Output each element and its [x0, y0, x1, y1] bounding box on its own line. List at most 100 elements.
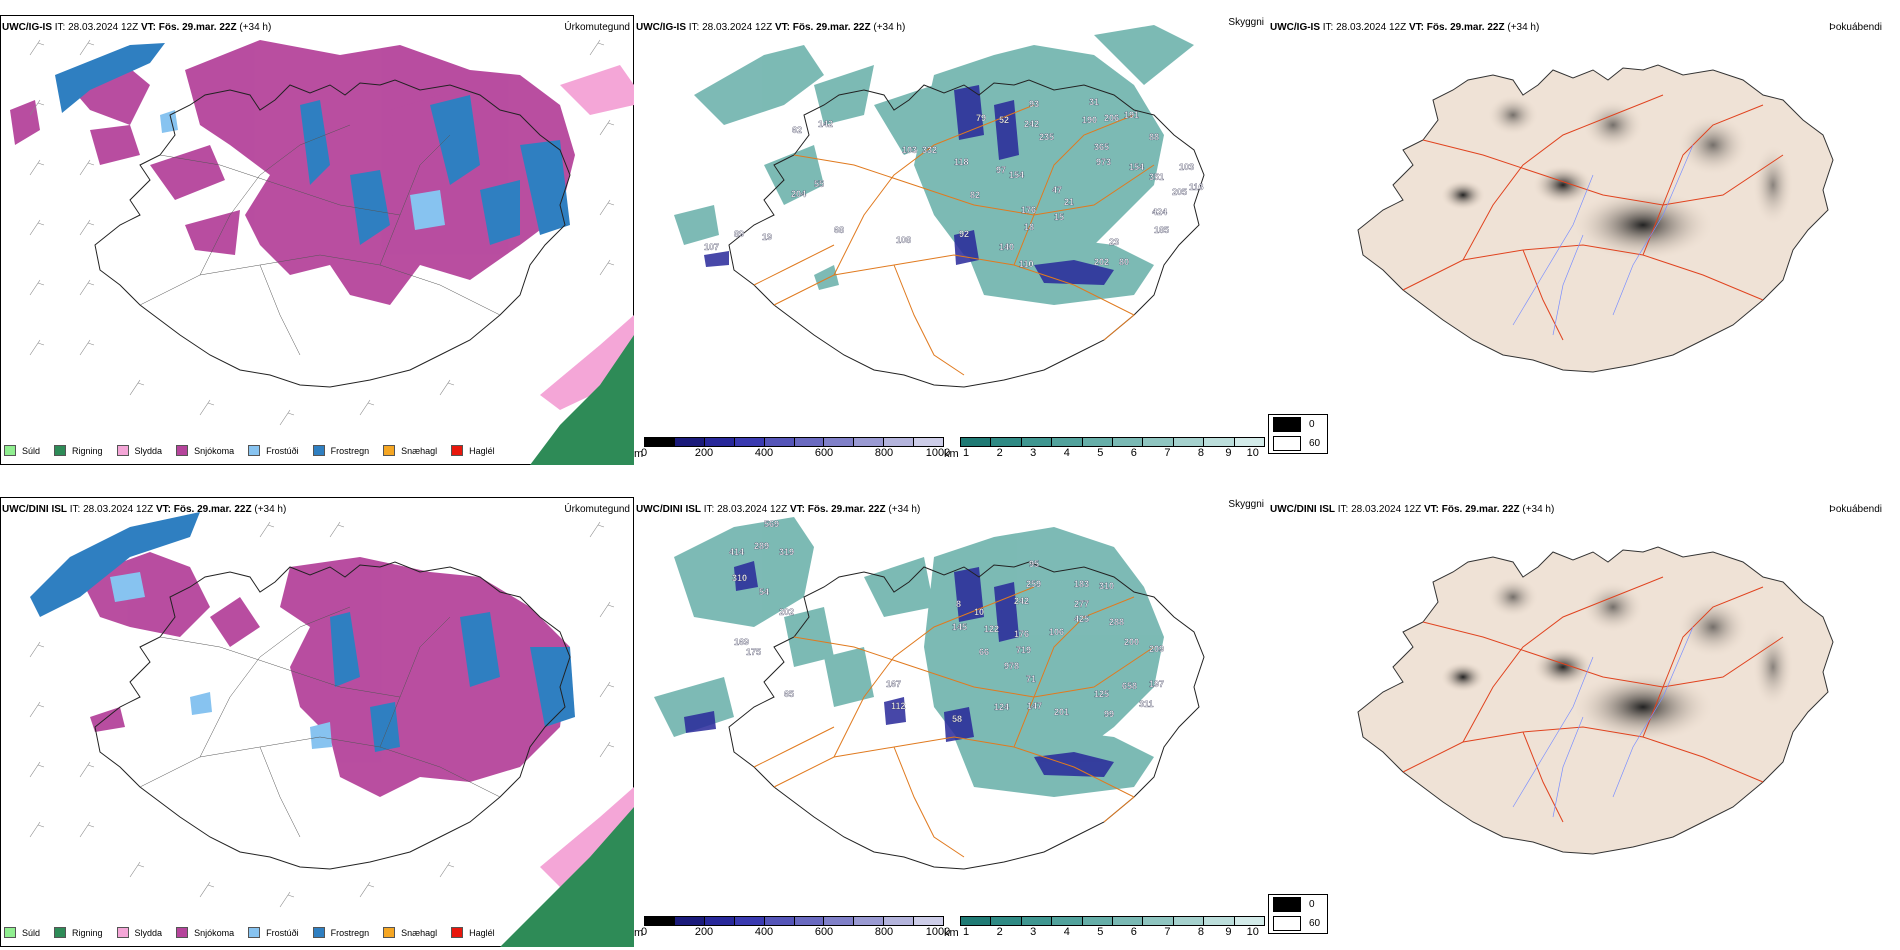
precip-panel-bottom: UWC/DINI ISL IT: 28.03.2024 12Z VT: Fös.… [0, 497, 634, 947]
vis-label: 52 [999, 115, 1009, 125]
precip-panel-top: UWC/IG-IS IT: 28.03.2024 12Z VT: Fös. 29… [0, 15, 634, 465]
vis-label: 319 [779, 547, 794, 557]
legend-item: Súld [4, 445, 40, 456]
vis-label: 190 [1082, 115, 1097, 125]
vis-label: 92 [959, 229, 969, 239]
visibility-panel-bottom: UWC/DINI ISL IT: 28.03.2024 12Z VT: Fös.… [634, 497, 1268, 947]
vis-label: 206 [1104, 113, 1119, 123]
vis-label: 107 [704, 242, 719, 252]
fog-panel-bottom: UWC/DINI ISL IT: 28.03.2024 12Z VT: Fös.… [1268, 497, 1900, 947]
vis-label: 124 [994, 702, 1009, 712]
run-header: UWC/DINI ISL IT: 28.03.2024 12Z VT: Fös.… [2, 504, 287, 515]
vis-label: 103 [1179, 162, 1194, 172]
vis-label: 351 [1149, 172, 1164, 182]
fog-patches [1441, 577, 1793, 742]
cbar-km-unit: km [944, 448, 959, 460]
run-header: UWC/IG-IS IT: 28.03.2024 12Z VT: Fös. 29… [636, 22, 906, 33]
rivers [1512, 626, 1694, 818]
cbar-km-unit: km [944, 927, 959, 939]
iceland-outline [728, 561, 1205, 870]
precip-map [29, 512, 634, 947]
vis-label: 719 [1016, 645, 1031, 655]
fog-panel-top: UWC/IG-IS IT: 28.03.2024 12Z VT: Fös. 29… [1268, 15, 1900, 465]
vis-label: 176 [1014, 629, 1029, 639]
rivers [1512, 144, 1694, 336]
vis-value-labels: 569 414 289 319 310 202 54 169 65 175 16… [729, 519, 1164, 724]
run-header: UWC/DINI ISL IT: 28.03.2024 12Z VT: Fös.… [1270, 504, 1555, 515]
fog-legend: 0 60 [1268, 414, 1328, 454]
vis-label: 365 [1094, 142, 1109, 152]
vis-label: 154 [1009, 170, 1024, 180]
vis-label: 71 [1026, 674, 1036, 684]
panel-title: Skyggni [1228, 499, 1264, 510]
vis-label: 116 [1189, 182, 1204, 192]
iceland-outline [94, 79, 571, 388]
freezing-drizzle-areas [110, 572, 332, 749]
vis-label: 99 [1104, 709, 1114, 719]
vis-label: 202 [1094, 257, 1109, 267]
vis-label: 122 [984, 624, 999, 634]
vis-label: 10 [974, 607, 984, 617]
vis-label: 47 [1052, 185, 1062, 195]
vis-label: 142 [818, 119, 833, 129]
vis-label: 140 [999, 242, 1014, 252]
vis-label: 82 [970, 190, 980, 200]
legend-item: Snæhagl [383, 927, 437, 938]
vis-label: 62 [792, 125, 802, 135]
vis-label: 58 [952, 714, 962, 724]
colorbar-meters: 0 200 400 600 800 1000 [641, 916, 950, 940]
vis-label: 54 [759, 587, 769, 597]
legend-item: Haglél [451, 445, 495, 456]
vis-label: 311 [1139, 699, 1154, 709]
vis-label: 18 [1024, 222, 1034, 232]
legend-item: Frostregn [312, 927, 369, 938]
vis-label: 332 [922, 145, 937, 155]
vis-label: 569 [764, 519, 779, 529]
low-vis-areas [674, 25, 1194, 305]
vis-label: 235 [1039, 132, 1054, 142]
colorbar-km: 1 2 3 4 5 6 7 8 9 10 [960, 437, 1265, 461]
vis-label: 154 [1129, 162, 1144, 172]
vis-label: 19 [762, 232, 772, 242]
iceland-outline [728, 79, 1205, 388]
legend-item: Rigning [54, 927, 103, 938]
run-header: UWC/IG-IS IT: 28.03.2024 12Z VT: Fös. 29… [1270, 22, 1540, 33]
rain-areas [500, 807, 634, 947]
vis-label: 112 [891, 701, 906, 711]
visibility-map: 93 242 31 190 206 191 235 365 973 154 88… [674, 25, 1205, 388]
freezing-rain-areas [30, 512, 575, 752]
vis-label: 125 [1094, 689, 1109, 699]
wind-barbs [29, 521, 615, 908]
panel-title: Þokuábendi [1829, 504, 1882, 515]
precip-legend: Súld Rigning Slydda Snjókoma Frostúði Fr… [4, 927, 495, 938]
vis-label: 93 [1029, 99, 1039, 109]
vis-label: 204 [791, 189, 806, 199]
panel-title: Skyggni [1228, 17, 1264, 28]
vis-label: 97 [996, 165, 1006, 175]
vis-label: 106 [1049, 627, 1064, 637]
legend-item: Slydda [116, 927, 162, 938]
legend-item: Haglél [451, 927, 495, 938]
panel-title: Úrkomutegund [564, 22, 630, 33]
visibility-map: 569 414 289 319 310 202 54 169 65 175 16… [654, 517, 1205, 870]
vis-label: 288 [1109, 617, 1124, 627]
vis-label: 973 [1096, 157, 1111, 167]
vis-label: 108 [896, 235, 911, 245]
vis-label: 31 [1089, 97, 1099, 107]
legend-item: Frostregn [312, 445, 369, 456]
iceland-outline [94, 561, 571, 870]
roads [1402, 94, 1784, 341]
rain-areas [530, 335, 634, 465]
vis-label: 259 [1026, 579, 1041, 589]
vis-label: 242 [1024, 119, 1039, 129]
vis-label: 15 [1054, 212, 1064, 222]
map-frame [0, 497, 634, 947]
vis-label: 176 [1021, 205, 1036, 215]
roads [1402, 576, 1784, 823]
legend-item: Slydda [116, 445, 162, 456]
vis-label: 310 [732, 573, 747, 583]
vis-label: 200 [1124, 637, 1139, 647]
low-vis-areas [654, 517, 1164, 797]
vis-label: 978 [1004, 661, 1019, 671]
vis-label: 175 [746, 647, 761, 657]
